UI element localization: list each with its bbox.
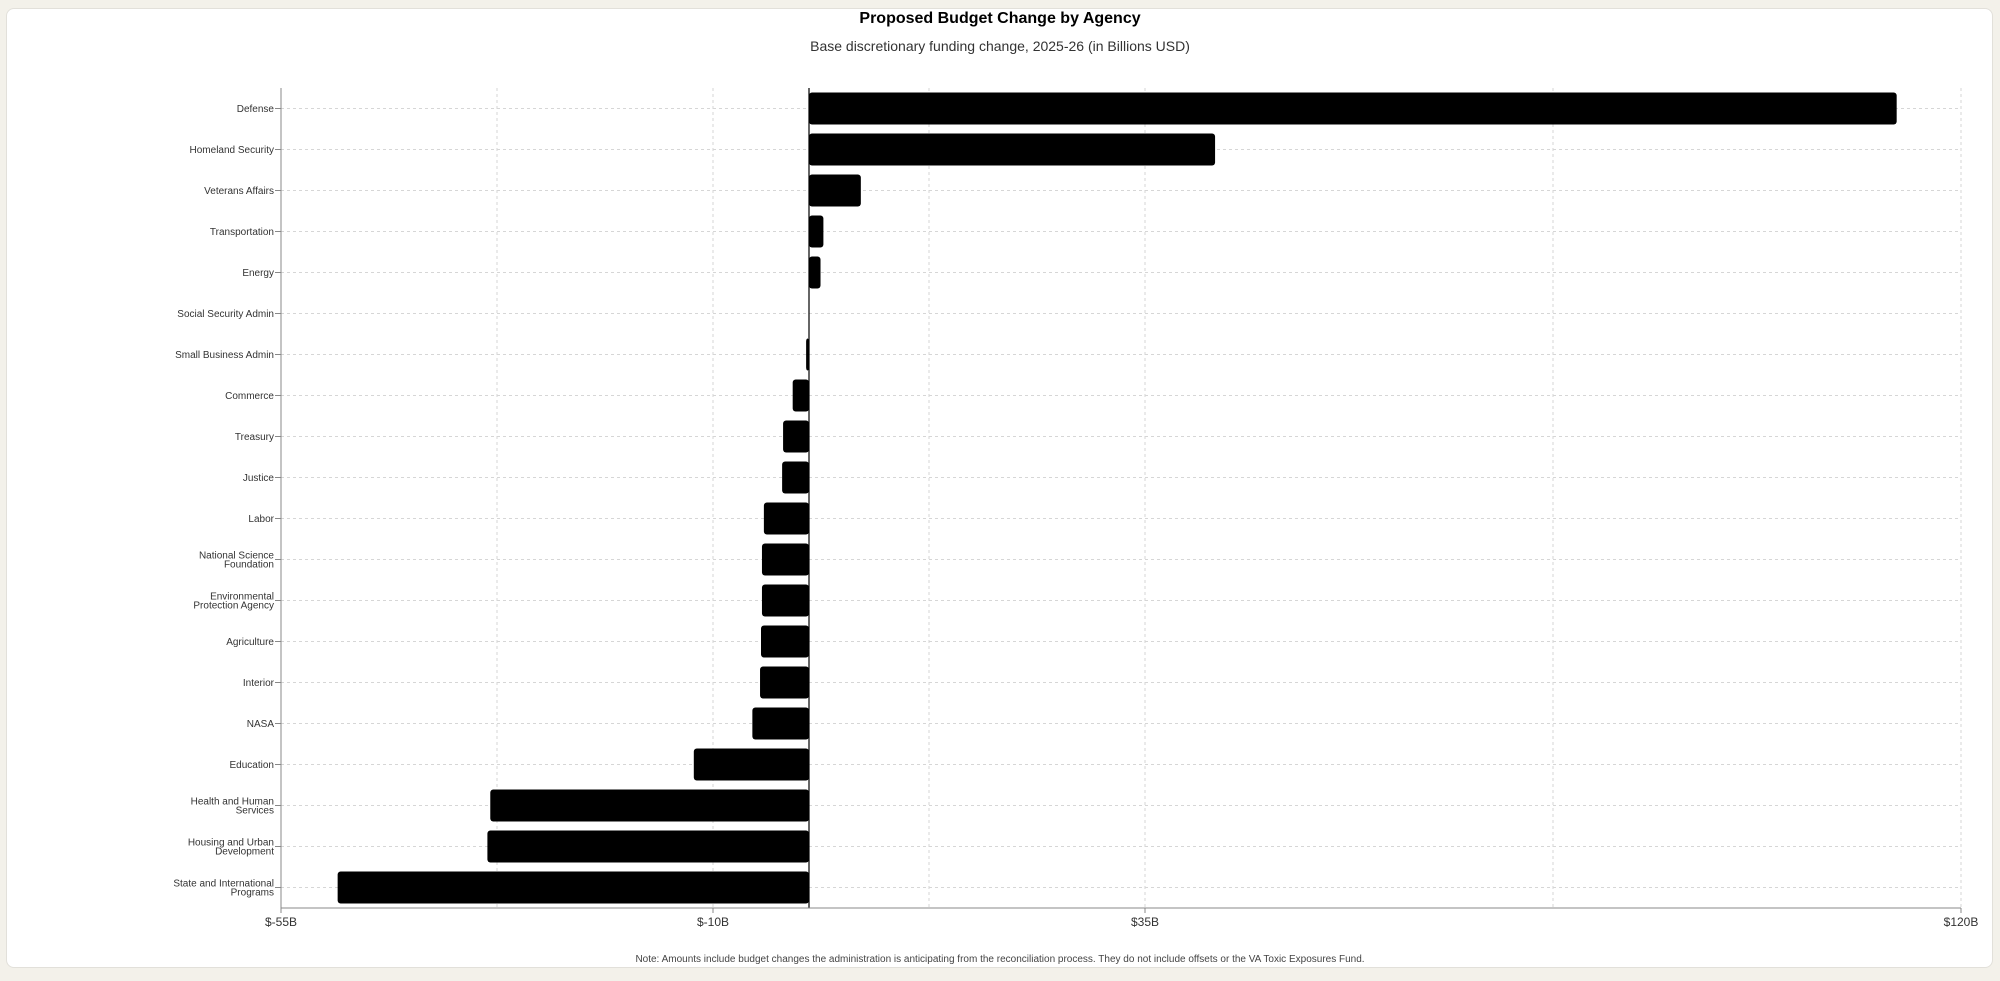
y-tick-label-line: Labor bbox=[248, 514, 274, 525]
y-tick-label-line: Programs bbox=[231, 888, 274, 899]
x-tick-label: $-55B bbox=[265, 915, 297, 929]
x-tick-label: $-10B bbox=[697, 915, 729, 929]
y-tick-label: Treasury bbox=[235, 432, 274, 443]
chart-subtitle: Base discretionary funding change, 2025-… bbox=[810, 38, 1190, 54]
y-tick-label: Homeland Security bbox=[190, 145, 274, 156]
y-tick-label: Housing and Urban Development bbox=[188, 838, 274, 858]
bar bbox=[809, 174, 861, 207]
y-tick-label: Health and Human Services bbox=[191, 797, 274, 817]
y-tick-label: Veterans Affairs bbox=[204, 186, 274, 197]
y-tick-label-line: State and International bbox=[173, 879, 274, 890]
y-tick-label-line: Justice bbox=[243, 473, 275, 484]
bar bbox=[761, 584, 809, 617]
y-tick-label-line: Social Security Admin bbox=[177, 309, 274, 320]
y-tick-label-line: Defense bbox=[237, 104, 275, 115]
y-tick-label-line: Treasury bbox=[235, 432, 274, 443]
x-tick-label: $35B bbox=[1131, 915, 1159, 929]
y-tick-label: Social Security Admin bbox=[177, 309, 274, 320]
y-tick-label-line: Health and Human bbox=[191, 797, 274, 808]
bar bbox=[809, 256, 821, 289]
bar bbox=[337, 871, 809, 904]
y-tick-label-line: Environmental bbox=[210, 592, 274, 603]
y-tick-label: National Science Foundation bbox=[199, 551, 274, 571]
bar bbox=[761, 625, 809, 658]
chart-note: Note: Amounts include budget changes the… bbox=[635, 954, 1365, 965]
bar bbox=[809, 133, 1216, 166]
y-tick-label-line: Foundation bbox=[224, 560, 274, 571]
y-tick-label-line: Homeland Security bbox=[190, 145, 274, 156]
y-tick-label-line: Development bbox=[215, 847, 274, 858]
y-tick-label: State and International Programs bbox=[173, 879, 274, 899]
y-tick-label: Energy bbox=[242, 268, 274, 279]
bar bbox=[490, 789, 809, 822]
x-tick-label: $120B bbox=[1944, 915, 1979, 929]
bar bbox=[783, 420, 809, 453]
y-tick-label: Labor bbox=[248, 514, 274, 525]
y-tick-label-line: Veterans Affairs bbox=[204, 186, 274, 197]
y-tick-label: Environmental Protection Agency bbox=[193, 592, 274, 612]
y-tick-label-line: Protection Agency bbox=[193, 601, 274, 612]
y-tick-label: NASA bbox=[247, 719, 275, 730]
bar bbox=[809, 215, 824, 248]
bar bbox=[763, 502, 809, 535]
y-tick-label-line: Housing and Urban bbox=[188, 838, 274, 849]
bar bbox=[752, 707, 809, 740]
y-tick-label-line: Agriculture bbox=[226, 637, 274, 648]
y-tick-label: Education bbox=[230, 760, 274, 771]
y-tick-label-line: National Science bbox=[199, 551, 274, 562]
y-tick-label-line: Small Business Admin bbox=[175, 350, 274, 361]
bar bbox=[809, 92, 1897, 125]
y-tick-label: Commerce bbox=[225, 391, 274, 402]
y-tick-label: Small Business Admin bbox=[175, 350, 274, 361]
y-tick-label: Transportation bbox=[210, 227, 274, 238]
bar bbox=[792, 379, 809, 412]
y-tick-label: Agriculture bbox=[226, 637, 274, 648]
y-tick-label-line: Services bbox=[236, 806, 274, 817]
y-tick-label-line: Commerce bbox=[225, 391, 274, 402]
bar bbox=[761, 543, 809, 576]
bar bbox=[782, 461, 809, 494]
y-tick-label-line: Interior bbox=[243, 678, 275, 689]
bar bbox=[693, 748, 809, 781]
y-tick-label: Interior bbox=[243, 678, 275, 689]
bar bbox=[806, 338, 809, 371]
y-tick-label-line: NASA bbox=[247, 719, 275, 730]
y-tick-label-line: Transportation bbox=[210, 227, 274, 238]
y-tick-label: Defense bbox=[237, 104, 275, 115]
chart-card bbox=[6, 8, 1993, 968]
y-tick-label: Justice bbox=[243, 473, 275, 484]
bar bbox=[760, 666, 809, 699]
y-tick-label-line: Energy bbox=[242, 268, 274, 279]
y-tick-label-line: Education bbox=[230, 760, 274, 771]
chart-title: Proposed Budget Change by Agency bbox=[859, 10, 1141, 27]
bar bbox=[487, 830, 809, 863]
